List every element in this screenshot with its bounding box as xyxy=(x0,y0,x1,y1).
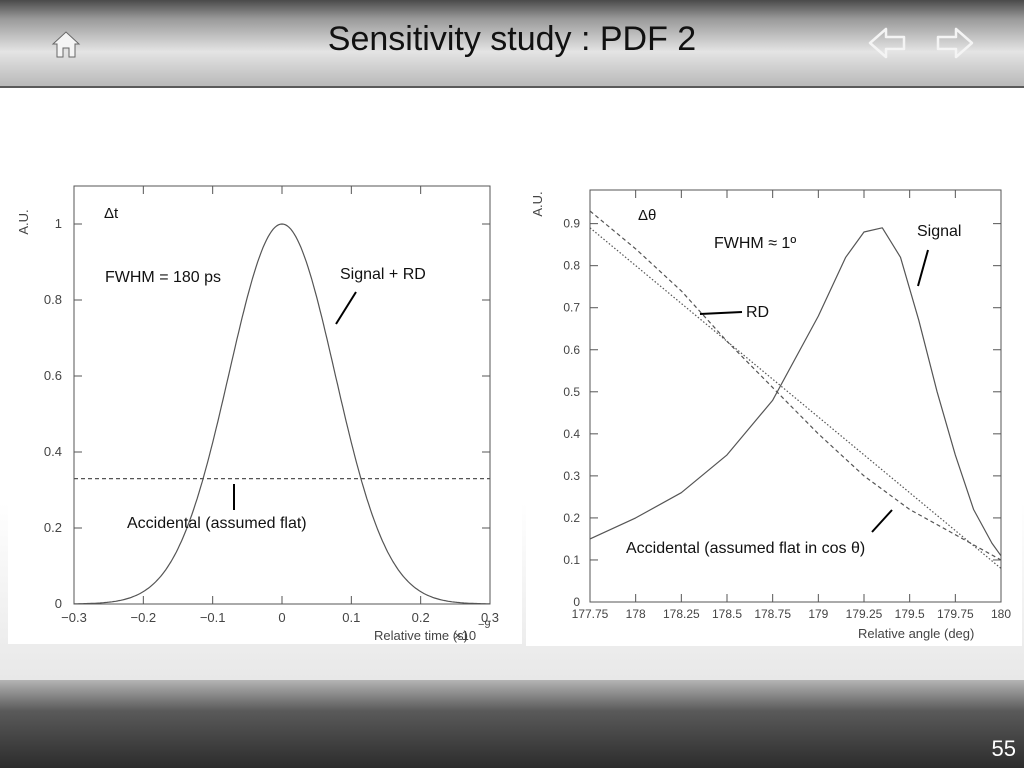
time-distribution-chart: −0.3 −0.2 −0.1 0 0.1 0.2 0.3 0 0.2 0.4 0.6 0.8 1 A.U… xyxy=(16,185,499,643)
header-bar: Sensitivity study : PDF 2 xyxy=(0,0,1024,88)
signal-label: Signal + RD xyxy=(340,266,426,283)
y-tick-label: 0.4 xyxy=(44,444,62,459)
x-tick-label: 178 xyxy=(626,607,646,621)
delta-t-label: Δt xyxy=(104,205,119,222)
y-tick-label: 0.1 xyxy=(563,553,580,567)
x-tick-label: 178.75 xyxy=(754,607,791,621)
x-tick-label: −0.3 xyxy=(61,610,87,625)
angle-distribution-chart: 177.75 178 178.25 178.5 178.75 179 179.25 179.5… xyxy=(530,189,1011,641)
page-number: 55 xyxy=(991,736,1016,761)
page-title: Sensitivity study : PDF 2 xyxy=(327,20,697,58)
plot-frame xyxy=(589,189,1002,603)
x-tick-label: 179.5 xyxy=(895,607,925,621)
y-tick-label: 0.7 xyxy=(563,301,580,315)
x-tick-label: −0.2 xyxy=(130,610,156,625)
x-tick-label: 0.3 xyxy=(481,610,499,625)
x-exponent: −9 xyxy=(478,619,491,631)
y-tick-label: 0 xyxy=(573,595,580,609)
x-tick-label: 179 xyxy=(808,607,828,621)
rd-label: RD xyxy=(746,304,769,321)
x-tick-label: 0.1 xyxy=(342,610,360,625)
y-tick-label: 0.3 xyxy=(563,469,580,483)
signal-pointer xyxy=(335,291,357,325)
y-tick-label: 0.8 xyxy=(44,292,62,307)
x-axis-label: Relative angle (deg) xyxy=(858,626,974,641)
y-tick-label: 0.4 xyxy=(563,427,580,441)
y-tick-label: 0.5 xyxy=(563,385,580,399)
home-icon[interactable] xyxy=(50,28,82,60)
accidental-pointer xyxy=(871,509,893,533)
series-line-dotted xyxy=(589,227,1002,569)
x-tick-label: 180 xyxy=(991,607,1011,621)
x-tick-label: −0.1 xyxy=(200,610,226,625)
y-tick-label: 0.8 xyxy=(563,259,580,273)
y-tick-label: 0.6 xyxy=(563,343,580,357)
x-tick-label: 179.75 xyxy=(937,607,974,621)
series-line-dashed xyxy=(589,210,1002,561)
x-tick-label: 0.2 xyxy=(412,610,430,625)
accidental-label: Accidental (assumed flat in cos θ) xyxy=(626,540,865,557)
y-tick-label: 0.9 xyxy=(563,217,580,231)
fwhm-label: FWHM ≈ 1º xyxy=(714,235,796,252)
x-tick-label: 178.5 xyxy=(712,607,742,621)
y-tick-label: 0.2 xyxy=(563,511,580,525)
y-tick-label: 0 xyxy=(55,596,62,611)
footer-bar: 55 xyxy=(0,680,1024,768)
series-line-solid xyxy=(74,223,490,605)
x-exponent-label: ×10 xyxy=(454,628,476,643)
angle-chart-panel: 177.75 178 178.25 178.5 178.75 179 179.25 179.5… xyxy=(526,180,1022,646)
rd-pointer xyxy=(699,311,743,315)
plot-frame xyxy=(73,185,491,605)
signal-label: Signal xyxy=(917,223,961,240)
fwhm-label: FWHM = 180 ps xyxy=(105,269,221,286)
x-tick-label: 178.25 xyxy=(663,607,700,621)
forward-arrow-icon[interactable] xyxy=(934,26,974,60)
y-axis-label: A.U. xyxy=(16,209,31,234)
delta-theta-label: Δθ xyxy=(638,207,656,224)
y-tick-label: 0.2 xyxy=(44,520,62,535)
y-tick-label: 0.6 xyxy=(44,368,62,383)
accidental-label: Accidental (assumed flat) xyxy=(127,515,307,532)
y-tick-label: 1 xyxy=(55,216,62,231)
x-tick-label: 179.25 xyxy=(846,607,883,621)
x-axis-label: Relative time (s) xyxy=(374,628,468,643)
back-arrow-icon[interactable] xyxy=(868,26,908,60)
signal-pointer xyxy=(917,249,929,287)
time-chart-panel: −0.3 −0.2 −0.1 0 0.1 0.2 0.3 0 0.2 0.4 0.6 0.8 1 A.U… xyxy=(8,176,522,644)
x-tick-label: 177.75 xyxy=(572,607,609,621)
y-axis-label: A.U. xyxy=(530,191,545,216)
series-line-solid xyxy=(589,227,1002,557)
x-tick-label: 0 xyxy=(278,610,285,625)
